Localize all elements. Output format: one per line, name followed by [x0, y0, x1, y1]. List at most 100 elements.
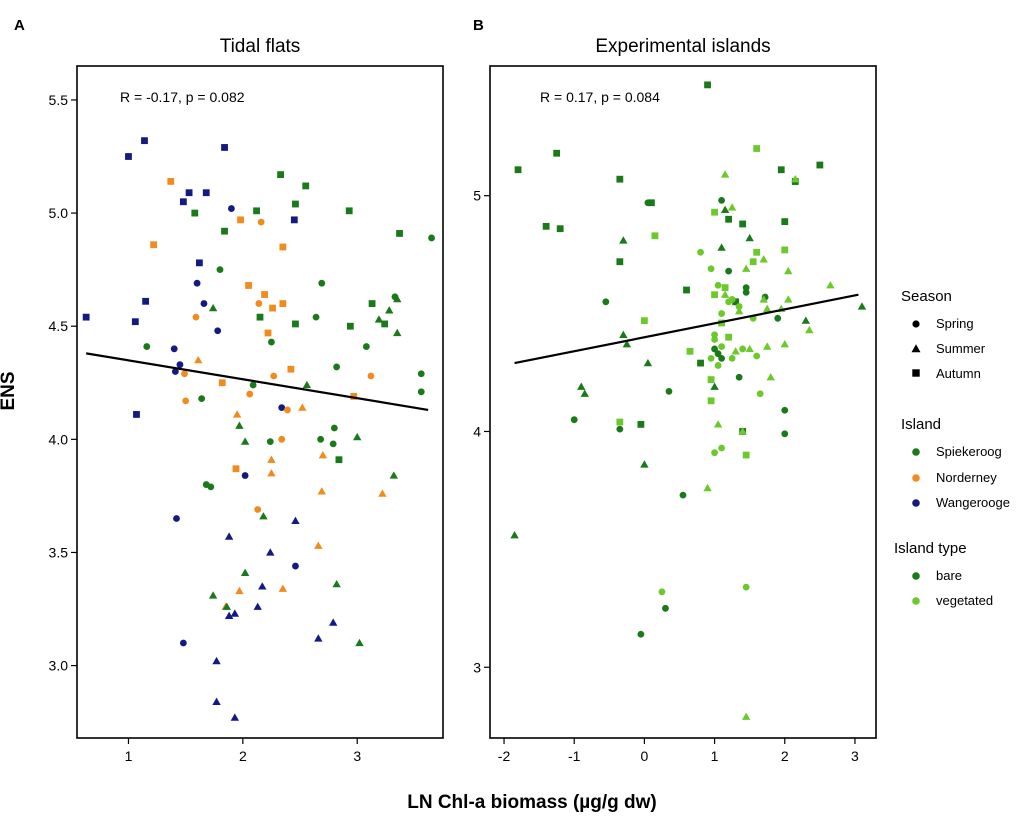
panel-a-point-summer: [259, 512, 268, 520]
panel-a-point-autumn: [302, 182, 310, 190]
panel-b-point-autumn: [616, 418, 624, 426]
panel-a-point-summer: [258, 582, 267, 590]
panel-a-point-summer: [355, 638, 364, 647]
panel-a-point-summer: [235, 421, 244, 429]
panel-a-y-tick-label: 3.5: [49, 544, 69, 560]
panel-a-point-autumn: [133, 411, 140, 418]
panel-b-point-summer: [784, 266, 793, 275]
panel-b-point-summer: [643, 358, 653, 367]
panel-b-point-autumn: [707, 376, 715, 383]
legend-bare-swatch: [912, 572, 920, 580]
panel-a-point-spring: [278, 435, 286, 443]
panel-a-point-summer: [332, 579, 341, 588]
panel-a-point-autumn: [150, 241, 158, 249]
panel-a-point-spring: [207, 483, 215, 491]
panel-a-point-summer: [267, 469, 276, 477]
panel-a-point-autumn: [218, 379, 226, 387]
panel-a-point-autumn: [261, 291, 268, 298]
panel-a-point-autumn: [131, 318, 139, 326]
legend-wangerooge-swatch: [912, 499, 920, 507]
legend-island: Island Spiekeroog Norderney Wangerooge: [901, 416, 1010, 510]
panel-a-point-summer: [212, 656, 221, 665]
panel-a-point-summer: [393, 328, 402, 337]
panel-a-plot-frame: [76, 65, 444, 739]
panel-a-point-summer: [224, 532, 234, 540]
panel-b-point-spring: [707, 354, 715, 362]
panel-b-point-summer: [791, 174, 800, 183]
panel-a-x-tick-label: 2: [239, 748, 247, 764]
panel-b-point-summer: [713, 420, 723, 428]
panel-b-y-tick-label: 4: [473, 423, 481, 439]
panel-b-point-spring: [781, 406, 789, 414]
panel-b-point-spring: [711, 449, 718, 457]
panel-a-point-autumn: [264, 329, 272, 337]
panel-a-point-summer: [267, 455, 276, 463]
panel-b-point-autumn: [753, 248, 761, 256]
panel-a-point-autumn: [179, 198, 187, 206]
panel-a-point-spring: [329, 440, 337, 448]
panel-b-point-summer: [741, 712, 751, 720]
panel-b-point-summer: [780, 340, 789, 348]
panel-b-point-summer: [857, 302, 867, 310]
panel-a-point-spring: [214, 327, 222, 335]
legend-norderney-swatch: [912, 474, 920, 482]
panel-b-point-autumn: [777, 166, 785, 174]
panel-a-point-autumn: [350, 392, 358, 400]
panel-b-point-autumn: [637, 421, 645, 428]
panel-a-point-autumn: [253, 207, 260, 215]
panel-b-title: Experimental islands: [595, 36, 770, 57]
panel-a-point-spring: [317, 435, 325, 443]
panel-a-y-tick-label: 4.0: [49, 431, 69, 447]
panel-b-point-summer: [720, 170, 730, 178]
panel-b-point-spring: [714, 362, 722, 369]
panel-b-point-spring: [570, 416, 578, 424]
panel-a-point-summer: [194, 355, 203, 364]
panel-a-point-autumn: [381, 320, 389, 328]
panel-a-point-autumn: [368, 300, 376, 307]
panel-b-point-summer: [580, 389, 589, 397]
panel-a-regression-line: [85, 352, 429, 412]
panel-a-point-autumn: [396, 230, 403, 237]
panel-a-y-tick-label: 5.5: [49, 92, 69, 108]
panel-b-point-autumn: [816, 161, 824, 169]
panel-a-point-autumn: [185, 189, 193, 197]
panel-a-point-spring: [179, 639, 187, 647]
legend: Season Spring Summer Autumn Island Spiek…: [894, 288, 1010, 608]
panel-a-point-autumn: [221, 227, 228, 235]
panel-b-x-tick-label: 0: [641, 748, 649, 764]
panel-a-point-summer: [222, 602, 232, 610]
y-axis-title: ENS: [0, 371, 19, 410]
panel-b-point-spring: [781, 430, 789, 438]
panel-a-point-spring: [270, 372, 278, 380]
panel-b-point-spring: [658, 588, 666, 596]
panel-b-point-summer: [619, 236, 628, 244]
panel-b-point-autumn: [725, 215, 733, 223]
panel-a-point-summer: [232, 410, 242, 418]
panel-b-point-summer: [745, 233, 754, 242]
panel-a-point-spring: [330, 424, 338, 432]
panel-a-point-summer: [393, 294, 402, 303]
panel-b-point-spring: [742, 284, 750, 292]
panel-b-point-autumn: [739, 220, 747, 228]
panel-b-point-summer: [703, 483, 712, 492]
panel-b-point-autumn: [651, 232, 659, 240]
panel-b-point-autumn: [556, 225, 564, 233]
legend-island-norderney: Norderney: [936, 470, 997, 485]
panel-b-point-spring: [718, 354, 725, 362]
panel-a-point-spring: [216, 266, 224, 274]
panel-a-point-spring: [318, 279, 326, 287]
panel-b-point-spring: [665, 387, 673, 395]
panel-a-point-summer: [302, 380, 312, 389]
legend-spiekeroog-swatch: [912, 448, 920, 456]
panel-b-point-summer: [510, 531, 519, 539]
panel-a-point-autumn: [82, 313, 90, 321]
panel-b-point-autumn: [616, 175, 624, 183]
panel-a-point-spring: [182, 397, 190, 405]
legend-vegetated-swatch: [912, 597, 920, 605]
panel-a-point-autumn: [292, 200, 299, 208]
panel-a-point-spring: [257, 218, 265, 226]
panel-b-point-spring: [602, 298, 610, 306]
panel-b-point-summer: [763, 342, 772, 350]
panel-b-point-autumn: [711, 208, 718, 216]
panel-a-point-autumn: [125, 153, 132, 160]
